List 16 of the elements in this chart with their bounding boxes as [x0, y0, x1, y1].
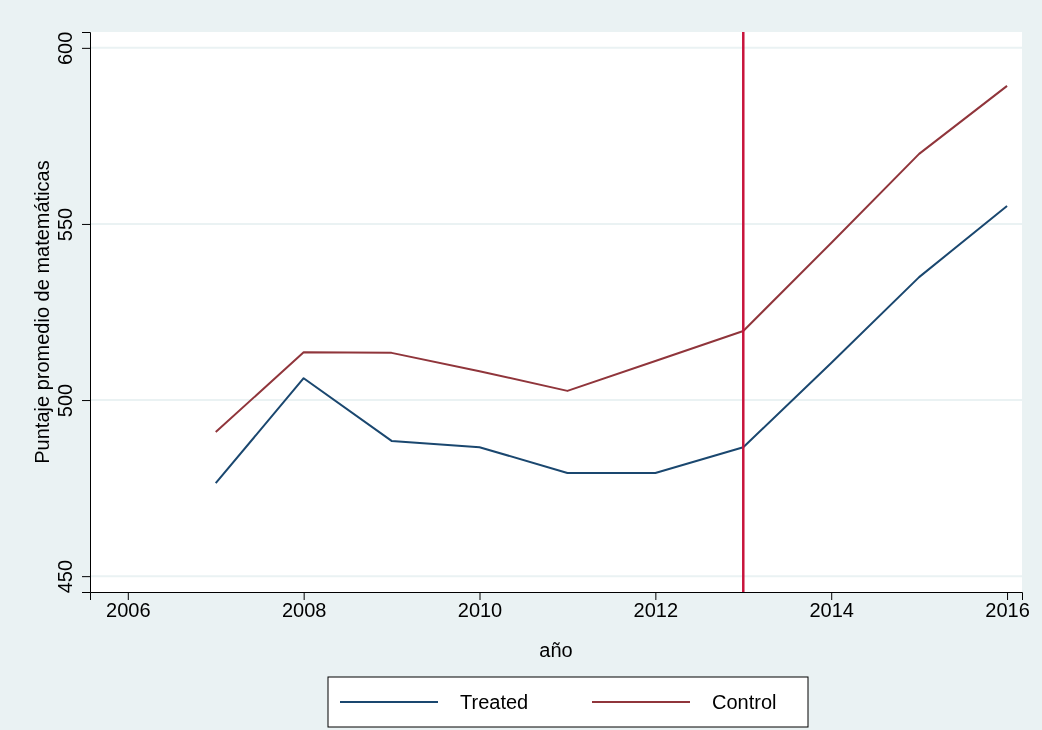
x-tick-label: 2006: [106, 599, 151, 622]
x-tick-label: 2010: [457, 599, 503, 622]
y-tick-label: 550: [54, 207, 76, 242]
line-series: [214, 84, 1009, 434]
y-tick-label: 600: [54, 31, 76, 66]
x-tick-label: 2012: [633, 599, 679, 622]
y-tick-label: 500: [54, 383, 76, 418]
y-axis-title: Puntaje promedio de matemáticas: [31, 160, 53, 464]
line-series: [214, 204, 1009, 485]
legend-label: Control: [712, 691, 777, 713]
x-tick-label: 2014: [809, 599, 854, 622]
y-tick-label: 450: [54, 559, 76, 594]
x-axis-title: año: [539, 639, 573, 661]
x-tick-label: 2008: [281, 599, 327, 622]
x-tick-label: 2016: [985, 599, 1030, 622]
legend-label: Treated: [460, 691, 529, 713]
